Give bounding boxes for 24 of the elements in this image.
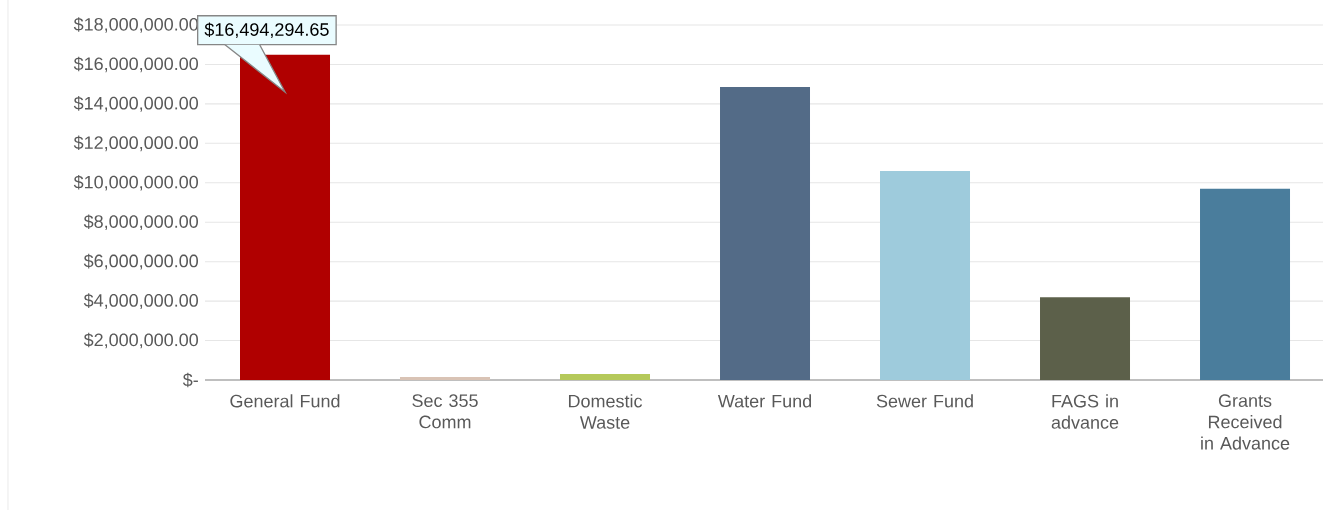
data-label: $16,494,294.65 [204,22,329,39]
bar [1200,188,1291,380]
x-tick-label: Sec 355 Comm [412,394,478,429]
y-tick-label: $- [182,372,198,388]
y-tick-label: $8,000,000.00 [83,214,199,231]
x-tick-label: FAGS in advance [1051,394,1119,429]
x-tick-label: Grants Received in Advance [1201,394,1290,450]
bar [720,87,811,380]
x-tick-label: Sewer Fund [876,394,973,408]
y-tick-label: $2,000,000.00 [83,332,199,349]
y-tick-label: $14,000,000.00 [73,96,199,112]
y-tick-label: $4,000,000.00 [83,293,199,309]
y-tick-label: $18,000,000.00 [73,17,199,33]
y-tick-label: $6,000,000.00 [83,253,199,270]
bar [1040,297,1131,380]
x-tick-label: Water Fund [717,394,812,408]
x-tick-label: General Fund [230,394,340,408]
y-tick-label: $10,000,000.00 [73,174,199,191]
bar [400,377,490,380]
bar [880,170,971,380]
y-tick-label: $16,000,000.00 [73,56,199,73]
y-tick-label: $12,000,000.00 [73,135,199,152]
bar [560,374,651,380]
x-tick-label: Domestic Waste [568,394,643,429]
